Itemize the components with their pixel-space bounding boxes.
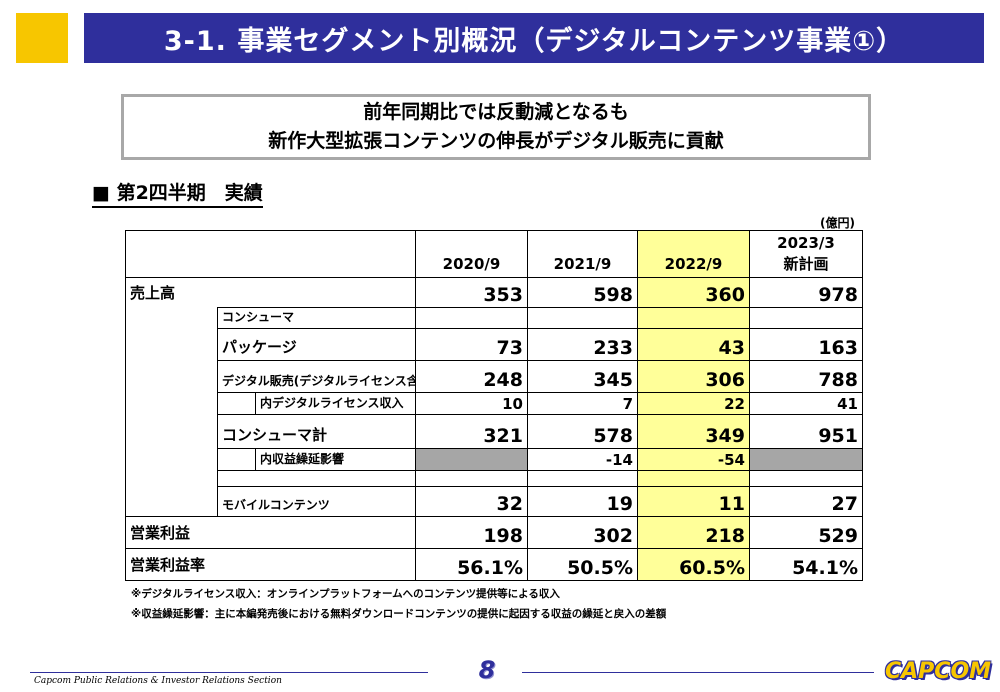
cell-empty-gray	[415, 448, 528, 471]
cell-value: 353	[415, 277, 528, 308]
row-label-package: パッケージ	[217, 328, 416, 361]
unit-label: (億円)	[820, 216, 855, 230]
page-number: 8	[478, 656, 496, 684]
footnotes: ※デジタルライセンス収入：オンラインプラットフォームへのコンテンツ提供等による収…	[131, 584, 666, 624]
row-label-consumer-total: コンシューマ計	[217, 422, 416, 449]
table-row: デジタル販売(デジタルライセンス含む) 248 345 306 788	[125, 360, 863, 393]
cell-value: 41	[749, 392, 863, 415]
row-label-consumer: コンシューマ	[217, 307, 416, 329]
cell-value: 233	[527, 328, 638, 361]
table-row: 内デジタルライセンス収入 10 7 22 41	[125, 392, 863, 415]
column-header-2020: 2020/9	[415, 230, 528, 278]
table-row: 営業利益 198 302 218 529	[125, 516, 863, 549]
summary-line-1: 前年同期比では反動減となるも	[363, 101, 629, 123]
cell-value: 56.1%	[415, 548, 528, 581]
cell-value: 27	[749, 486, 863, 517]
column-header-2022: 2022/9	[637, 230, 750, 278]
cell-value: 529	[749, 516, 863, 549]
capcom-logo: CAPCOM	[885, 659, 992, 684]
cell-value: 32	[415, 486, 528, 517]
cell-value: 43	[637, 328, 750, 361]
footer-divider-left	[30, 672, 428, 673]
cell-value: 598	[527, 277, 638, 308]
footnote-deferral: ※収益繰延影響：主に本編発売後における無料ダウンロードコンテンツの提供に起因する…	[131, 608, 667, 620]
cell-value: 321	[415, 422, 528, 449]
footer-divider-right	[522, 672, 874, 673]
column-header-2021: 2021/9	[527, 230, 638, 278]
table-row: 売上高 353 598 360 978	[125, 277, 863, 308]
cell-value: 788	[749, 360, 863, 393]
row-label-op-margin: 営業利益率	[125, 548, 416, 581]
cell-value: 306	[637, 360, 750, 393]
row-label-op-income: 営業利益	[125, 516, 416, 549]
cell-empty-gray	[749, 448, 863, 471]
cell-value: 360	[637, 277, 750, 308]
cell-value: 73	[415, 328, 528, 361]
table-header-row: 2020/9 2021/9 2022/9 2023/3 新計画	[125, 230, 863, 278]
cell-value: 345	[527, 360, 638, 393]
cell-value: 218	[637, 516, 750, 549]
cell-value: 302	[527, 516, 638, 549]
row-label-deferral: 内収益繰延影響	[255, 448, 416, 471]
cell-value: 10	[415, 392, 528, 415]
cell-value: 349	[637, 422, 750, 449]
row-label-sales: 売上高	[125, 277, 416, 308]
table-row: コンシューマ	[125, 307, 863, 329]
cell-value: 7	[527, 392, 638, 415]
cell-value: 50.5%	[527, 548, 638, 581]
cell-value: 198	[415, 516, 528, 549]
table-spacer-row	[125, 414, 863, 423]
cell-value: 19	[527, 486, 638, 517]
footnote-license: ※デジタルライセンス収入：オンラインプラットフォームへのコンテンツ提供等による収…	[131, 588, 560, 600]
row-label-mobile: モバイルコンテンツ	[217, 486, 416, 517]
column-header-plan-label: 新計画	[783, 255, 829, 273]
table-row: モバイルコンテンツ 32 19 11 27	[125, 486, 863, 517]
table-row: 営業利益率 56.1% 50.5% 60.5% 54.1%	[125, 548, 863, 581]
cell-value: 248	[415, 360, 528, 393]
row-label-digital: デジタル販売(デジタルライセンス含む)	[217, 360, 416, 393]
summary-box: 前年同期比では反動減となるも 新作大型拡張コンテンツの伸長がデジタル販売に貢献	[121, 94, 871, 160]
cell-value: -14	[527, 448, 638, 471]
cell-value: -54	[637, 448, 750, 471]
table-row: 内収益繰延影響 -14 -54	[125, 448, 863, 471]
table-row: コンシューマ計 321 578 349 951	[125, 422, 863, 449]
section-heading: ■ 第2四半期 実績	[92, 178, 263, 208]
cell-value: 163	[749, 328, 863, 361]
results-table: 2020/9 2021/9 2022/9 2023/3 新計画 売上高 353 …	[125, 230, 863, 581]
cell-value: 22	[637, 392, 750, 415]
page-title: 3-1. 事業セグメント別概況（デジタルコンテンツ事業①）	[84, 13, 984, 63]
row-label-license: 内デジタルライセンス収入	[255, 392, 416, 415]
table-row: パッケージ 73 233 43 163	[125, 328, 863, 361]
cell-value: 54.1%	[749, 548, 863, 581]
accent-square	[16, 13, 68, 63]
cell-value: 60.5%	[637, 548, 750, 581]
summary-line-2: 新作大型拡張コンテンツの伸長がデジタル販売に貢献	[268, 130, 724, 152]
cell-value: 11	[637, 486, 750, 517]
cell-value: 978	[749, 277, 863, 308]
footer-department: Capcom Public Relations & Investor Relat…	[34, 676, 282, 686]
cell-value: 578	[527, 422, 638, 449]
column-header-plan: 2023/3 新計画	[749, 230, 863, 278]
table-spacer-row	[125, 470, 863, 487]
cell-value: 951	[749, 422, 863, 449]
column-header-plan-year: 2023/3	[777, 234, 835, 252]
